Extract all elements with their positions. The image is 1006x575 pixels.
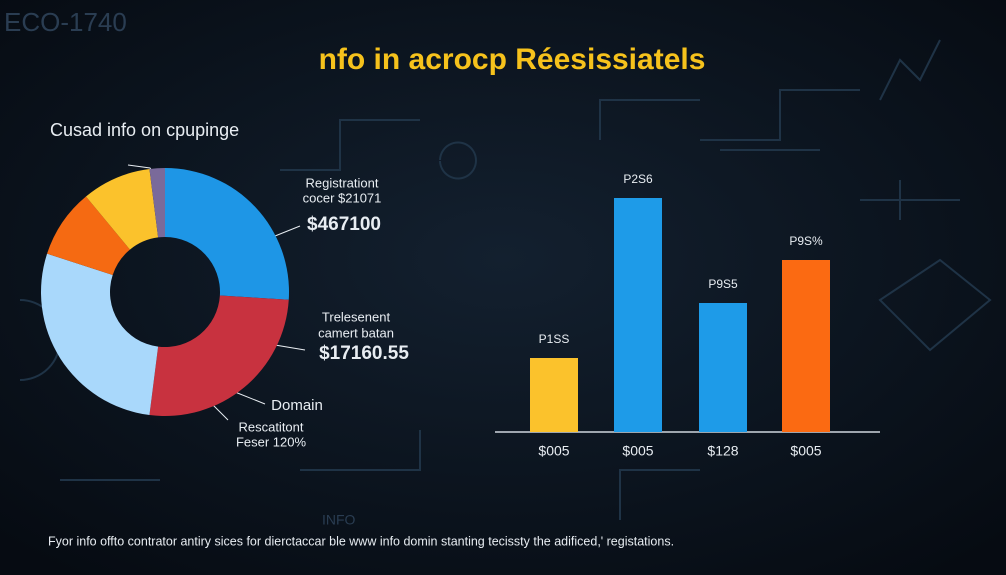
donut-slice xyxy=(41,253,159,416)
x-tick-label: $005 xyxy=(790,443,821,459)
bar xyxy=(530,358,578,432)
x-tick-label: $005 xyxy=(538,443,569,459)
value-label: P9S% xyxy=(789,234,823,248)
donut-slice xyxy=(165,168,290,300)
bar xyxy=(614,198,662,432)
x-tick-label: $128 xyxy=(707,443,738,459)
annotation: Rescatitont xyxy=(238,419,303,434)
value-label: P2S6 xyxy=(623,172,653,186)
annotation: $17160.55 xyxy=(319,343,409,364)
donut-slice xyxy=(149,295,289,416)
annotation: Domain xyxy=(271,397,323,414)
value-label: P1SS xyxy=(539,332,570,346)
donut-slice xyxy=(47,196,130,275)
bar xyxy=(782,260,830,432)
annotation: camert batan xyxy=(318,325,394,340)
watermark: ECO-1740 xyxy=(4,7,127,37)
footer: Fyor info offto contrator antiry sices f… xyxy=(48,534,674,548)
watermark: INFO xyxy=(322,512,356,528)
donut-slice xyxy=(149,168,165,238)
annotation: $467100 xyxy=(307,214,381,235)
annotation: Trelesenent xyxy=(322,309,391,324)
annotation: Feser 120% xyxy=(236,434,307,449)
bar xyxy=(699,303,747,432)
donut-slice xyxy=(85,168,159,250)
title: nfo in acrocp Réesissiatels xyxy=(319,43,706,76)
value-label: P9S5 xyxy=(708,277,738,291)
x-tick-label: $005 xyxy=(622,443,653,459)
chart-title: Cusad info on cpupinge xyxy=(50,120,239,140)
annotation: Registrationt xyxy=(306,175,379,190)
annotation: cocer $21071 xyxy=(303,190,382,205)
